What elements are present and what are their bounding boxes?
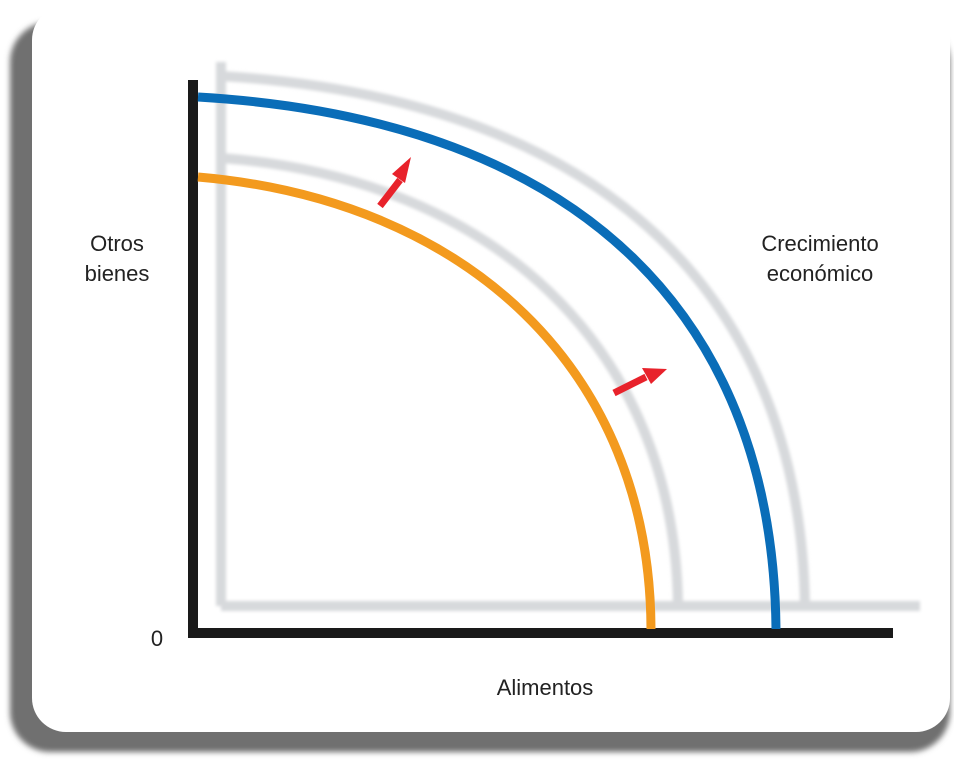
shifted-ppf-curve bbox=[197, 92, 781, 630]
upper-shift-arrow bbox=[377, 157, 411, 209]
frame-panel bbox=[32, 6, 950, 732]
origin-label: 0 bbox=[151, 626, 163, 651]
x-axis-label: Alimentos bbox=[497, 675, 594, 700]
y-axis-label-line2: bienes bbox=[85, 261, 150, 286]
original-ppf-curve bbox=[197, 172, 656, 630]
lower-arrowhead bbox=[642, 368, 667, 384]
curve-label-line2: económico bbox=[767, 261, 873, 286]
y-axis-label-line1: Otros bbox=[90, 231, 144, 256]
shadow-layer bbox=[216, 62, 920, 611]
curve-label-line1: Crecimiento bbox=[761, 231, 878, 256]
upper-arrowhead bbox=[392, 157, 411, 183]
shifted-curve-shadow bbox=[220, 71, 810, 607]
original-curve-shadow bbox=[220, 153, 683, 607]
axes bbox=[188, 80, 893, 638]
shift-arrows bbox=[377, 157, 667, 397]
lower-shift-arrow bbox=[612, 368, 667, 397]
